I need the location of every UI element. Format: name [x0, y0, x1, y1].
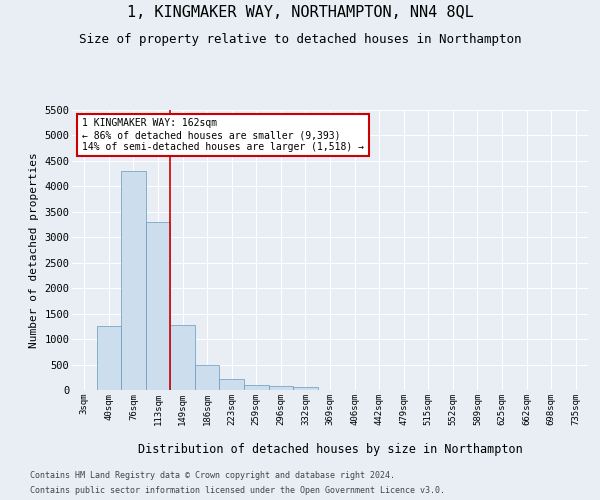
Text: 1 KINGMAKER WAY: 162sqm
← 86% of detached houses are smaller (9,393)
14% of semi: 1 KINGMAKER WAY: 162sqm ← 86% of detache…: [82, 118, 364, 152]
Text: Contains HM Land Registry data © Crown copyright and database right 2024.: Contains HM Land Registry data © Crown c…: [30, 471, 395, 480]
Bar: [170, 326, 195, 390]
Text: Distribution of detached houses by size in Northampton: Distribution of detached houses by size …: [137, 442, 523, 456]
Bar: [146, 222, 170, 390]
Bar: [195, 365, 220, 390]
Bar: [97, 326, 121, 390]
Bar: [220, 379, 244, 390]
Bar: [121, 171, 146, 390]
Bar: [244, 385, 269, 390]
Bar: [293, 388, 318, 390]
Y-axis label: Number of detached properties: Number of detached properties: [29, 152, 38, 348]
Bar: [269, 386, 293, 390]
Text: Contains public sector information licensed under the Open Government Licence v3: Contains public sector information licen…: [30, 486, 445, 495]
Text: 1, KINGMAKER WAY, NORTHAMPTON, NN4 8QL: 1, KINGMAKER WAY, NORTHAMPTON, NN4 8QL: [127, 5, 473, 20]
Text: Size of property relative to detached houses in Northampton: Size of property relative to detached ho…: [79, 32, 521, 46]
